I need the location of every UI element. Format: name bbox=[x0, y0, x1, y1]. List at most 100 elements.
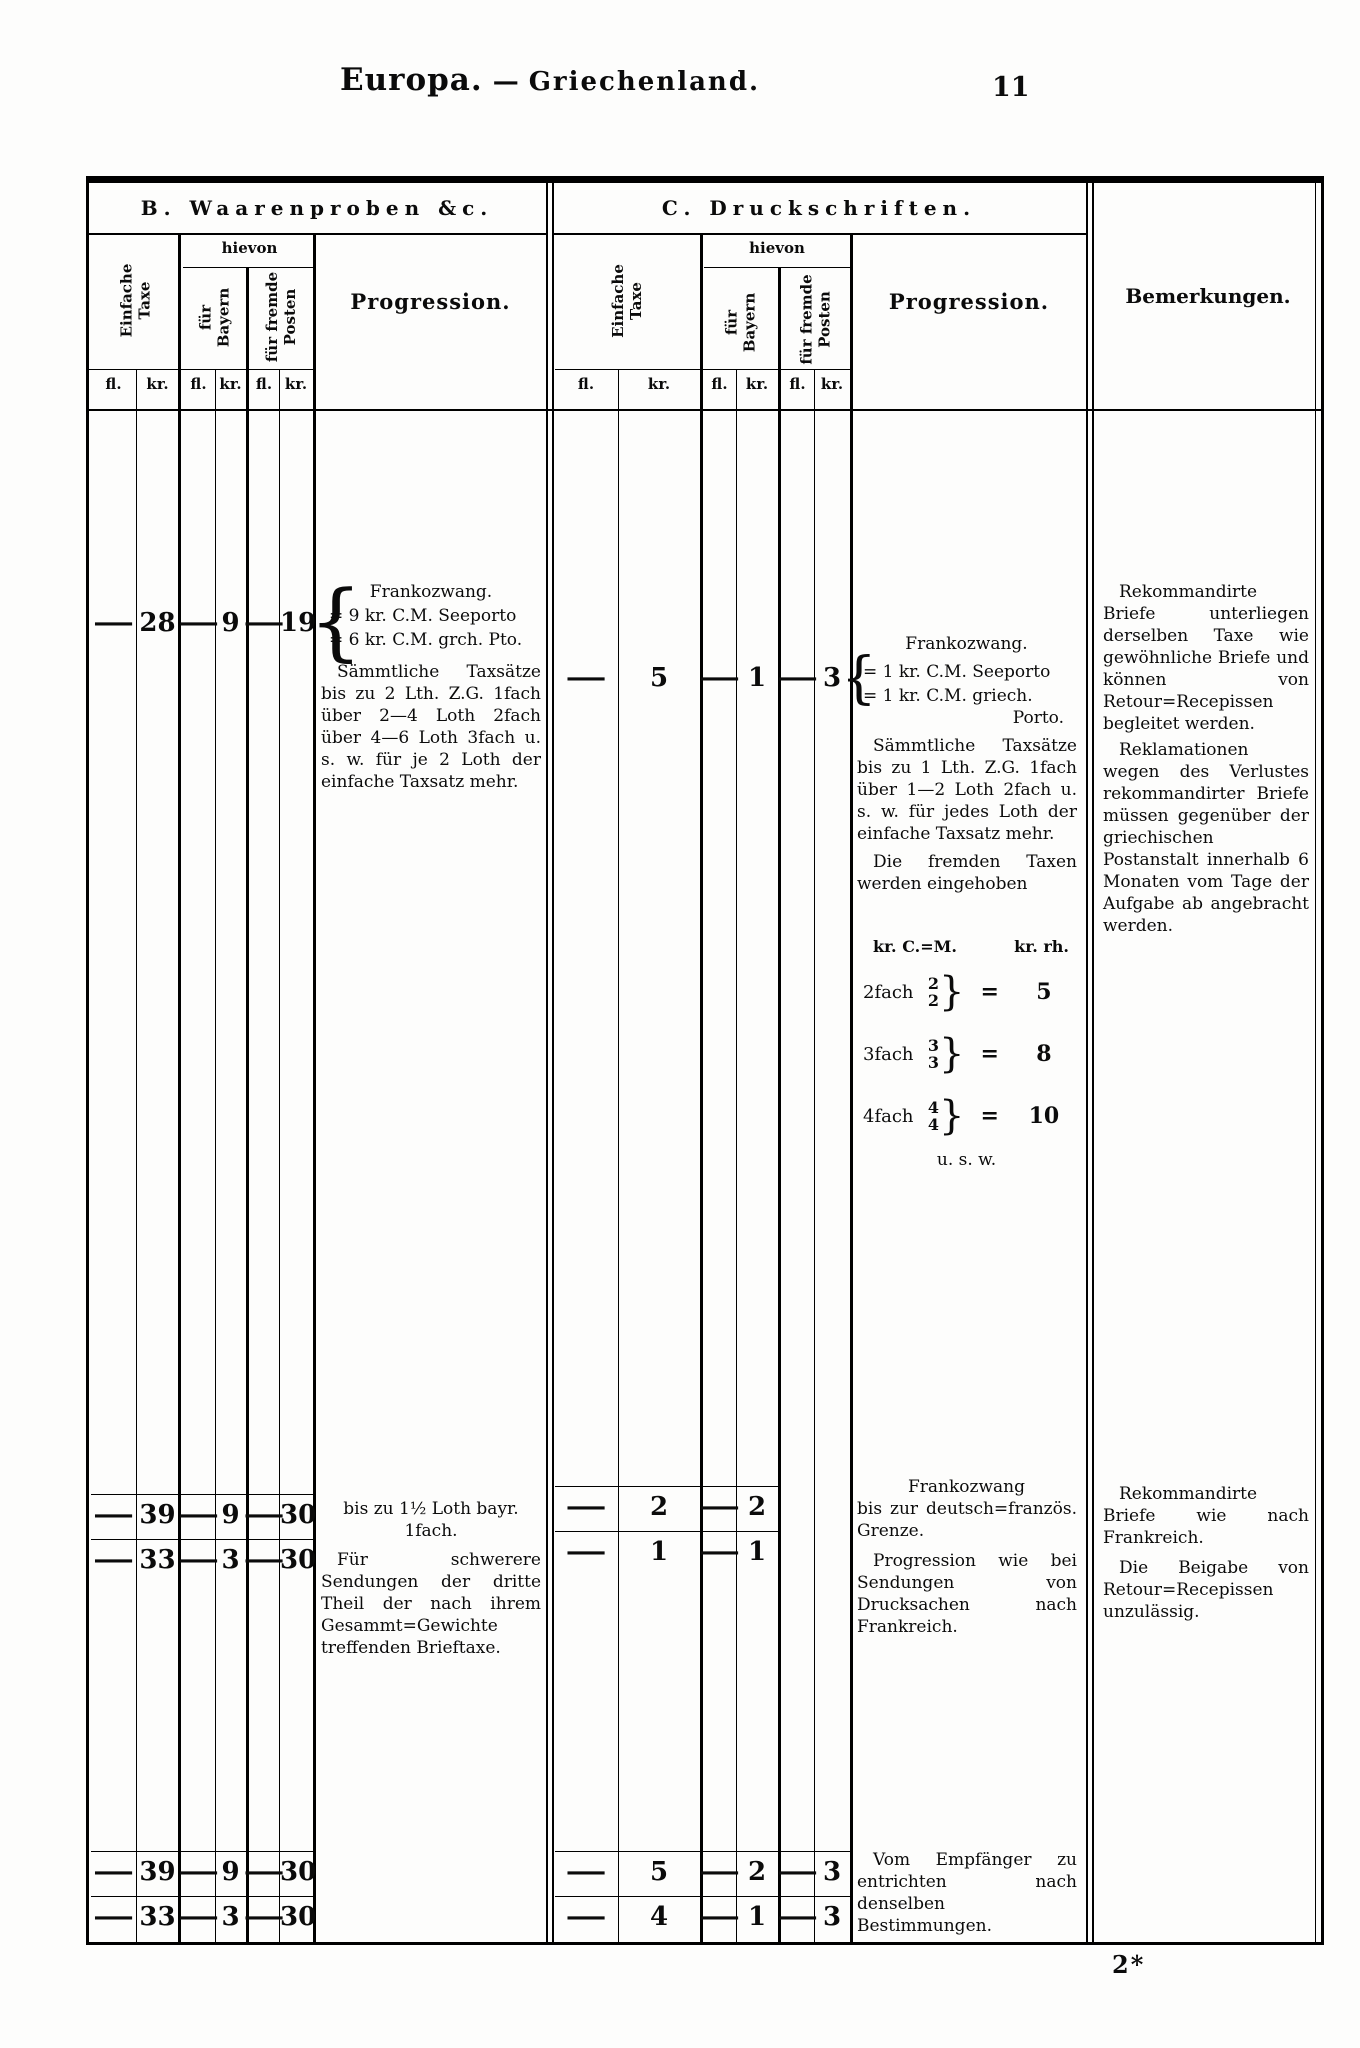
section-c-title: C. Druckschriften. bbox=[661, 196, 977, 220]
rate-value: 9 bbox=[221, 1500, 240, 1530]
rate-dash: — bbox=[243, 1500, 285, 1530]
unit-kr: kr. bbox=[146, 375, 169, 393]
brace: { bbox=[841, 646, 877, 711]
progression-paragraph: Die fremden Taxen werden eingehoben bbox=[857, 852, 1077, 894]
rate-value: 3 bbox=[822, 663, 842, 693]
col-header-progression-b: Progression. bbox=[350, 288, 511, 314]
unit-fl: fl. bbox=[105, 375, 122, 393]
units-row: fl. kr. fl. kr. fl. kr. fl. kr. fl. kr. … bbox=[89, 375, 1321, 401]
rate-value: 39 bbox=[139, 1500, 176, 1530]
conversion-value: 5 bbox=[1036, 979, 1052, 1005]
rate-value: 2 bbox=[747, 1492, 767, 1522]
col-header-hievon-c: hievon bbox=[749, 239, 805, 257]
progression-line: = 6 kr. C.M. grch. Pto. bbox=[329, 630, 523, 650]
rate-value: 30 bbox=[280, 1902, 317, 1932]
bemerkungen-paragraph: Die Beigabe von Retour=Recepissen unzulä… bbox=[1103, 1558, 1309, 1622]
col-header-einfache-taxe-b: Einfache Taxe bbox=[117, 263, 153, 338]
progression-paragraph: Progression wie bei Sendungen von Drucks… bbox=[857, 1551, 1077, 1637]
unit-fl: fl. bbox=[255, 375, 273, 393]
row-rule bbox=[555, 1531, 781, 1532]
page-title: Europa. — Griechenland. bbox=[200, 62, 900, 98]
brace: } bbox=[939, 1031, 965, 1077]
progression-paragraph: bis zur deutsch=französ. Grenze. bbox=[857, 1499, 1077, 1541]
brace: { bbox=[309, 572, 363, 670]
progression-heading: Frankozwang. bbox=[905, 634, 1028, 654]
rate-value: 30 bbox=[280, 1857, 317, 1887]
rate-value: 30 bbox=[280, 1500, 317, 1530]
rate-row-b2a: — 39 — 9 — 30 bbox=[89, 1500, 1321, 1534]
column-line bbox=[814, 369, 815, 1942]
conversion-row: 3fach 3 3 } = 8 bbox=[859, 1023, 1074, 1085]
rate-value: 30 bbox=[280, 1545, 317, 1575]
fraction-bottom: 4 bbox=[927, 1115, 939, 1134]
rate-value: 1 bbox=[747, 663, 767, 693]
rate-dash: — bbox=[177, 1857, 220, 1887]
conversion-label: 4fach bbox=[863, 1105, 914, 1127]
col-header-fuer-fremde-b: für fremde Posten bbox=[263, 271, 299, 363]
conversion-value: 8 bbox=[1036, 1041, 1052, 1067]
row-rule bbox=[91, 1539, 316, 1540]
rate-value: 1 bbox=[747, 1902, 767, 1932]
conversion-fraction: 3 3 bbox=[921, 1037, 939, 1071]
progression-line: = 1 kr. C.M. griech. bbox=[863, 686, 1033, 706]
column-line bbox=[850, 233, 853, 1942]
rate-row-c1: — 5 — 1 — 3 bbox=[89, 663, 1321, 697]
rate-value: 3 bbox=[221, 1902, 240, 1932]
rate-table: B. Waarenproben &c. C. Druckschriften. B… bbox=[86, 176, 1324, 1945]
rate-value: 1 bbox=[649, 1537, 669, 1567]
rate-dash: — bbox=[565, 1902, 607, 1932]
unit-kr: kr. bbox=[820, 375, 844, 393]
conversion-row: 4fach 4 4 } = 10 bbox=[859, 1085, 1074, 1147]
progression-paragraph: Vom Empfänger zu entrichten nach denselb… bbox=[857, 1850, 1077, 1936]
fraction-top: 2 bbox=[927, 974, 939, 993]
rate-row-b3b: — 33 — 3 — 30 bbox=[89, 1902, 1321, 1936]
rate-value: 3 bbox=[822, 1857, 842, 1887]
col-header-einfache-taxe-c: Einfache Taxe bbox=[609, 264, 645, 338]
row-rule bbox=[555, 1851, 853, 1852]
rate-dash: — bbox=[177, 608, 220, 638]
units-rule bbox=[89, 369, 316, 370]
rate-value: 3 bbox=[822, 1902, 842, 1932]
unit-kr: kr. bbox=[284, 375, 308, 393]
rate-dash: — bbox=[92, 608, 135, 638]
rate-dash: — bbox=[177, 1902, 220, 1932]
rate-dash: — bbox=[698, 663, 741, 693]
row-rule bbox=[555, 1896, 853, 1897]
bemerkungen-paragraph: Rekommandirte Briefe unterliegen derselb… bbox=[1103, 582, 1309, 734]
rate-dash: — bbox=[177, 1500, 220, 1530]
rate-row-c2a: — 2 — 2 bbox=[89, 1492, 1321, 1526]
progression-paragraph: Sämmtliche Taxsätze bis zu 2 Lth. Z.G. 1… bbox=[321, 662, 541, 792]
rate-value: 5 bbox=[649, 663, 669, 693]
rate-value: 39 bbox=[139, 1857, 176, 1887]
rate-value: 3 bbox=[221, 1545, 240, 1575]
rate-dash: — bbox=[776, 663, 819, 693]
row-rule bbox=[91, 1851, 316, 1852]
column-line bbox=[136, 369, 137, 1942]
rate-dash: — bbox=[92, 1902, 135, 1932]
section-separator-line bbox=[546, 183, 548, 1942]
rate-dash: — bbox=[565, 1537, 607, 1567]
column-line bbox=[778, 267, 781, 1942]
progression-heading: Frankozwang bbox=[907, 1477, 1026, 1497]
header-rule bbox=[553, 233, 1086, 235]
conversion-row: 2fach 2 2 } = 5 bbox=[859, 961, 1074, 1023]
rate-dash: — bbox=[243, 1545, 285, 1575]
col-header-fuer-bayern-c: für Bayern bbox=[722, 292, 758, 353]
column-line bbox=[736, 369, 737, 1942]
rate-value: 9 bbox=[221, 1857, 240, 1887]
row-rule bbox=[555, 1486, 781, 1487]
rate-value: 33 bbox=[139, 1545, 176, 1575]
rate-dash: — bbox=[698, 1537, 741, 1567]
page-title-separator: — bbox=[492, 67, 519, 97]
progression-line: bis zu 1½ Loth bayr. 1fach. bbox=[343, 1499, 519, 1541]
conversion-header-left: kr. C.=M. bbox=[873, 937, 957, 956]
conversion-header: kr. C.=M. kr. rh. bbox=[873, 937, 1069, 956]
progression-line: Porto. bbox=[1012, 708, 1064, 728]
unit-fl: fl. bbox=[789, 375, 806, 393]
col-header-progression-c: Progression. bbox=[888, 288, 1050, 314]
rate-dash: — bbox=[92, 1500, 135, 1530]
rate-row-c3b: — 4 — 1 — 3 bbox=[89, 1902, 1321, 1936]
rate-dash: — bbox=[92, 1857, 135, 1887]
row-rule bbox=[91, 1494, 316, 1495]
